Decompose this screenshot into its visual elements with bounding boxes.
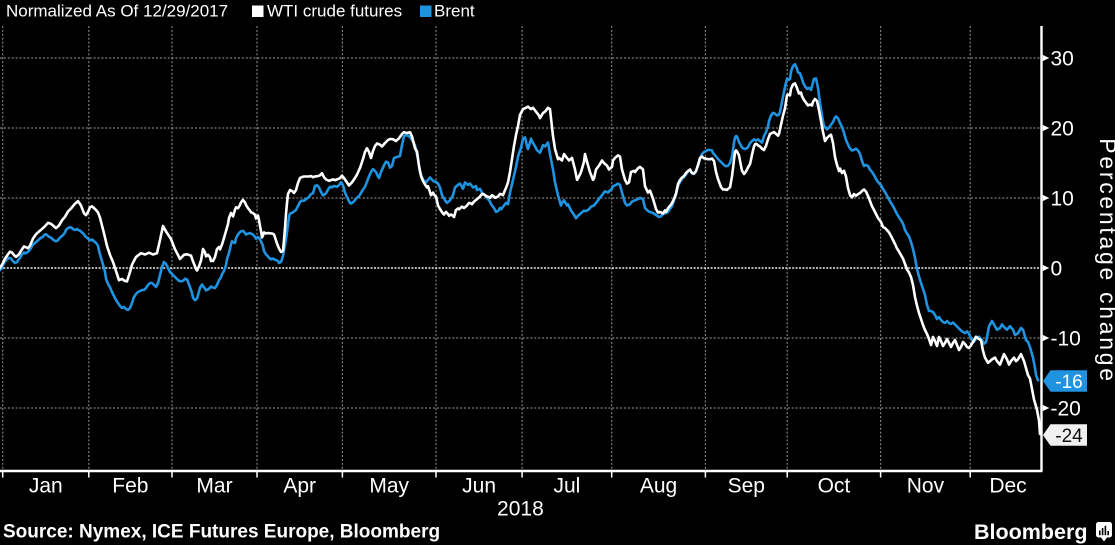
svg-text:Nov: Nov [907,475,945,498]
svg-text:Brent: Brent [434,2,475,21]
svg-text:Jul: Jul [553,475,580,498]
svg-text:Percentage change: Percentage change [1095,138,1115,383]
svg-text:Aug: Aug [640,475,677,498]
svg-text:30: 30 [1051,48,1074,71]
svg-text:20: 20 [1051,118,1074,141]
svg-text:-10: -10 [1051,328,1081,351]
svg-text:0: 0 [1051,258,1063,281]
svg-text:2018: 2018 [497,498,544,521]
svg-text:Sep: Sep [728,475,765,498]
svg-text:May: May [369,475,409,498]
svg-text:Jan: Jan [29,475,63,498]
svg-text:-20: -20 [1051,398,1081,421]
svg-text:-24: -24 [1055,426,1083,447]
svg-text:-16: -16 [1055,372,1082,393]
svg-text:Normalized As Of 12/29/2017: Normalized As Of 12/29/2017 [6,2,228,21]
svg-text:Bloomberg: Bloomberg [974,520,1087,544]
svg-text:Dec: Dec [989,475,1026,498]
svg-text:10: 10 [1051,188,1074,211]
svg-text:Jun: Jun [462,475,496,498]
svg-text:Source: Nymex, ICE Futures Eur: Source: Nymex, ICE Futures Europe, Bloom… [3,522,440,543]
svg-text:Feb: Feb [112,475,148,498]
svg-text:WTI crude futures: WTI crude futures [267,2,402,21]
svg-text:Oct: Oct [818,475,851,498]
svg-text:Apr: Apr [283,475,316,498]
svg-text:Mar: Mar [196,475,232,498]
